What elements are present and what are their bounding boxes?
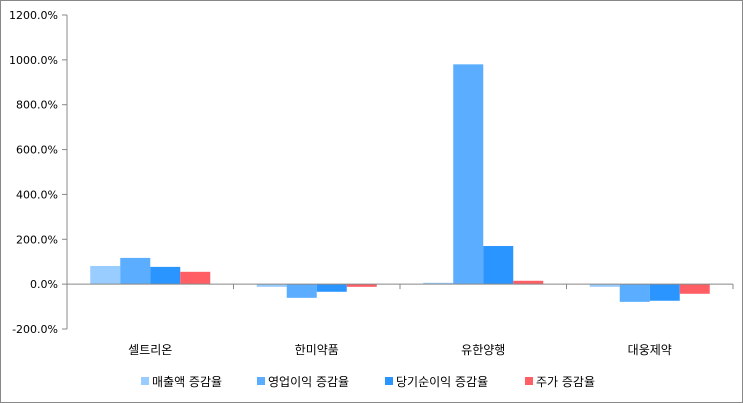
legend-label: 주가 증감율	[536, 375, 595, 389]
bar	[679, 284, 710, 294]
category-label: 유한양행	[461, 342, 505, 357]
bar	[589, 284, 620, 287]
bar	[316, 284, 347, 292]
bar	[180, 271, 211, 285]
y-tick-label: 800.0%	[16, 99, 58, 112]
y-tick-label: 0.0%	[30, 278, 58, 291]
legend-label: 매출액 증감율	[152, 375, 222, 389]
bar	[453, 64, 484, 285]
y-tick-label: 200.0%	[16, 233, 58, 246]
bar	[256, 284, 287, 287]
category-label: 셀트리온	[128, 343, 172, 357]
category-label: 대웅제약	[628, 342, 672, 357]
bar	[150, 266, 181, 285]
bar	[423, 282, 454, 285]
bar	[619, 284, 650, 302]
legend-swatch	[525, 377, 533, 385]
bar	[513, 280, 544, 285]
bar	[120, 257, 151, 285]
bar	[649, 284, 680, 301]
bar	[483, 246, 514, 285]
legend-label: 당기순이익 증감율	[396, 375, 488, 389]
y-tick-label: 600.0%	[16, 144, 58, 157]
legend-swatch	[385, 377, 393, 385]
bar	[90, 265, 121, 285]
legend-swatch	[141, 377, 149, 385]
legend-swatch	[257, 377, 265, 385]
bar	[346, 284, 377, 287]
category-label: 한미약품	[295, 342, 339, 357]
y-tick-label: -200.0%	[12, 323, 58, 336]
y-tick-label: 400.0%	[16, 188, 58, 201]
legend-label: 영업이익 증감율	[268, 375, 349, 389]
y-tick-label: 1000.0%	[9, 54, 58, 67]
bar	[286, 284, 317, 298]
y-tick-label: 1200.0%	[9, 9, 58, 22]
